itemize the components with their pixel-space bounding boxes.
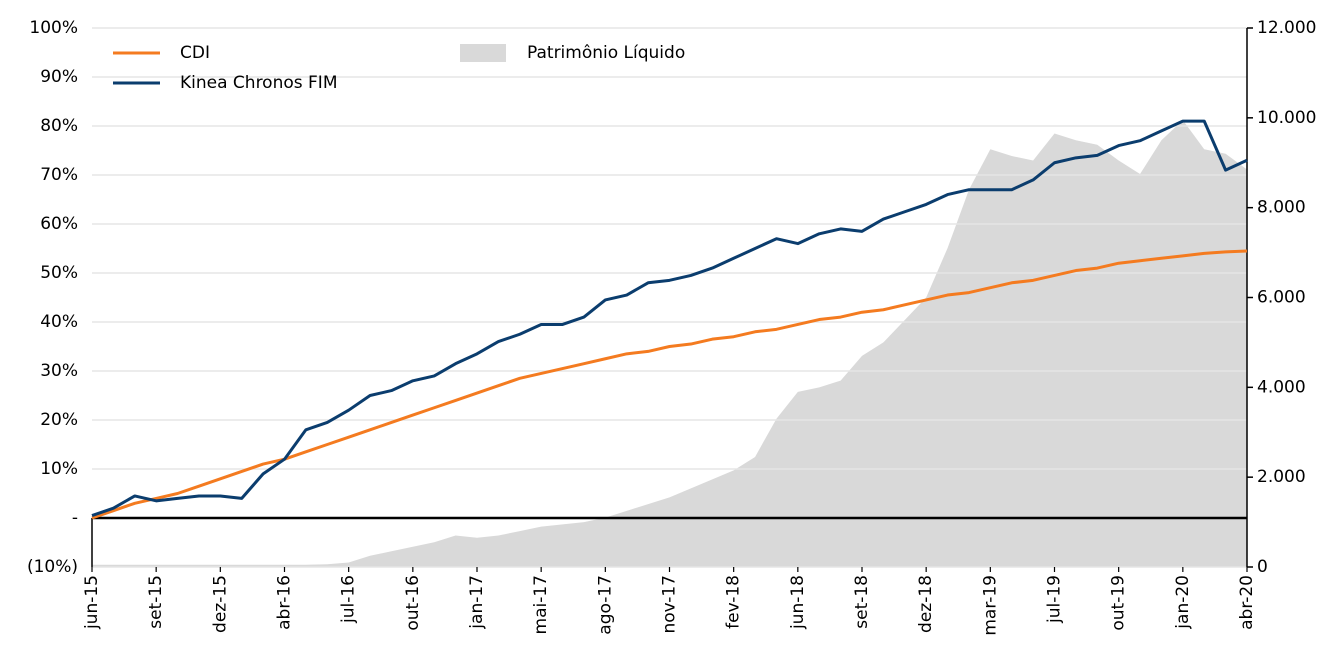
- y2-tick-label: 10.000: [1257, 108, 1316, 128]
- y-tick-label: 70%: [40, 165, 78, 185]
- x-tick-label: abr-20: [1237, 575, 1257, 630]
- x-tick-label: out-16: [403, 575, 423, 631]
- y2-tick-label: 2.000: [1257, 467, 1306, 487]
- x-tick-label: dez-18: [916, 575, 936, 633]
- y-tick-label: 60%: [40, 214, 78, 234]
- x-tick-label: ago-17: [595, 575, 615, 635]
- x-tick-label: set-18: [852, 575, 872, 629]
- x-tick-label: jun-15: [82, 575, 102, 630]
- legend-swatch: [460, 44, 506, 62]
- x-tick-label: dez-15: [210, 575, 230, 633]
- x-tick-label: mai-17: [531, 575, 551, 634]
- x-tick-label: set-15: [146, 575, 166, 629]
- x-tick-label: jun-18: [788, 575, 808, 630]
- y-tick-label: 100%: [29, 18, 78, 38]
- y-tick-label: 50%: [40, 263, 78, 283]
- legend-label: Kinea Chronos FIM: [180, 73, 337, 93]
- area: [92, 120, 1247, 568]
- legend-label: CDI: [180, 43, 210, 63]
- y-tick-label: 90%: [40, 67, 78, 87]
- x-tick-label: jan-17: [467, 575, 487, 630]
- y-tick-label: 30%: [40, 361, 78, 381]
- y2-tick-label: 6.000: [1257, 288, 1306, 308]
- y2-tick-label: 12.000: [1257, 18, 1316, 38]
- y-tick-label: 40%: [40, 312, 78, 332]
- y2-tick-label: 0: [1257, 557, 1268, 577]
- y-tick-label: 10%: [40, 459, 78, 479]
- y-tick-label: 80%: [40, 116, 78, 136]
- x-tick-label: nov-17: [660, 575, 680, 634]
- x-tick-label: jan-20: [1173, 575, 1193, 630]
- x-tick-label: jul-16: [339, 575, 359, 624]
- y-tick-label: (10%): [27, 557, 78, 577]
- x-tick-label: jul-19: [1045, 575, 1065, 624]
- y-tick-label: -: [72, 508, 78, 528]
- x-tick-label: fev-18: [724, 575, 744, 629]
- x-tick-label: abr-16: [275, 575, 295, 630]
- line: [91, 119, 1248, 517]
- legend-label: Patrimônio Líquido: [527, 43, 685, 63]
- x-tick-label: out-19: [1109, 575, 1129, 631]
- x-tick-label: mar-19: [980, 575, 1000, 636]
- y2-tick-label: 4.000: [1257, 377, 1306, 397]
- y2-tick-label: 8.000: [1257, 198, 1306, 218]
- y-tick-label: 20%: [40, 410, 78, 430]
